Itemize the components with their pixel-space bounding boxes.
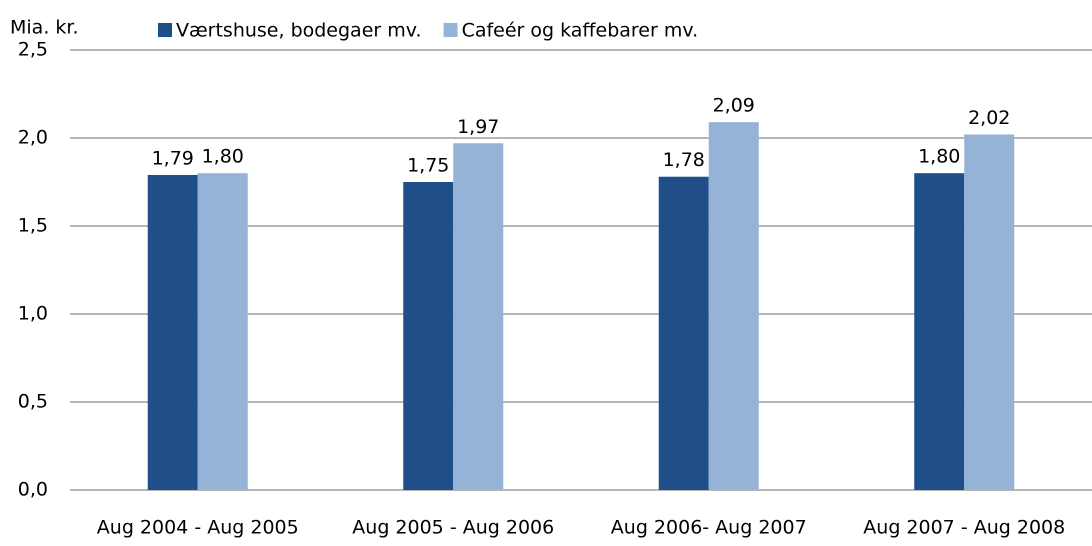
bar [964,134,1015,491]
bar [453,143,504,490]
legend-label: Værtshuse, bodegaer mv. [176,20,422,42]
data-label: 1,97 [457,116,499,138]
y-tick-label: 1,5 [18,215,48,237]
data-label: 2,09 [713,95,755,117]
bar [147,174,198,490]
data-label: 1,80 [918,146,960,168]
bar [403,182,454,490]
x-tick-label: Aug 2005 - Aug 2006 [352,517,554,539]
bar [708,122,759,490]
x-tick-label: Aug 2007 - Aug 2008 [863,517,1065,539]
y-tick-label: 0,5 [18,391,48,413]
x-tick-label: Aug 2006- Aug 2007 [611,517,807,539]
y-tick-label: 2,0 [18,127,48,149]
y-tick-label: 2,5 [18,39,48,61]
legend-swatch [158,23,172,37]
bar [658,176,709,490]
y-tick-label: 0,0 [18,479,48,501]
legend-label: Cafeér og kaffebarer mv. [462,20,699,42]
data-label: 1,79 [152,147,194,169]
data-label: 2,02 [968,107,1010,129]
data-label: 1,78 [663,149,705,171]
bar [197,173,248,490]
data-label: 1,80 [202,146,244,168]
y-axis-label: Mia. kr. [10,17,79,39]
data-label: 1,75 [407,155,449,177]
legend-swatch [443,23,458,37]
bar [914,173,965,490]
x-tick-label: Aug 2004 - Aug 2005 [97,517,299,539]
y-tick-label: 1,0 [18,303,48,325]
